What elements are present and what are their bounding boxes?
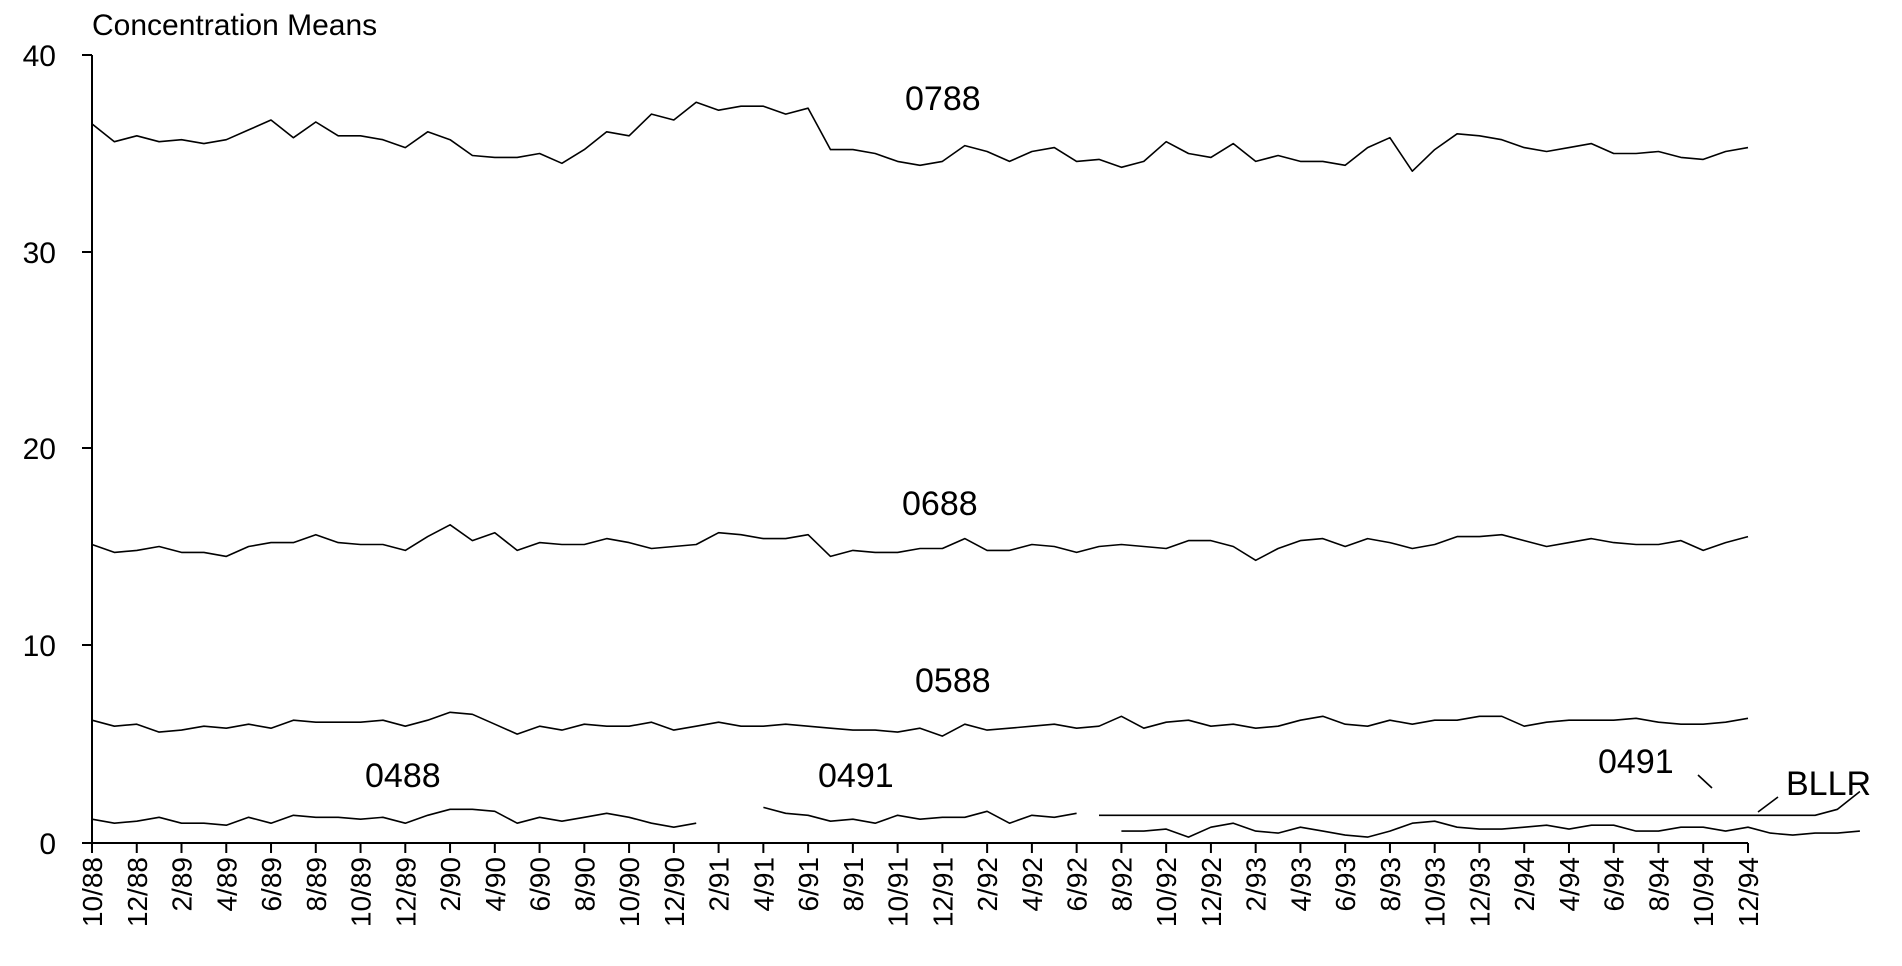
series-label-0491: 0491 [818,757,894,795]
x-tick-label: 10/94 [1688,857,1719,927]
series-line-0788-0 [91,101,1749,172]
x-tick-label: 10/89 [346,857,377,927]
series-label-0488: 0488 [365,757,441,795]
series-group [91,101,1861,838]
x-tick-label: 4/90 [480,857,511,912]
x-tick-label: 8/94 [1643,857,1674,912]
x-tick-label: 8/91 [838,857,869,912]
x-tick-label: 6/92 [1062,857,1093,912]
x-tick-label: 2/89 [167,857,198,912]
x-tick-label: 4/91 [748,857,779,912]
x-tick-label: 10/93 [1420,857,1451,927]
series-label-0788: 0788 [905,80,981,118]
x-tick-label: 10/92 [1151,857,1182,927]
x-tick-label: 2/92 [972,857,1003,912]
series-line-0491-6 [1121,820,1860,838]
x-tick-label: 6/94 [1599,857,1630,912]
y-tick-label: 40 [23,40,56,73]
series-line-0588-2 [91,711,1749,737]
series-label-0588: 0588 [915,662,991,700]
series-label-0491: 0491 [1598,743,1674,781]
x-tick-label: 10/90 [614,857,645,927]
x-tick-label: 4/92 [1017,857,1048,912]
y-tick-label: 20 [23,433,56,466]
x-tick-label: 6/93 [1330,857,1361,912]
x-tick-label: 12/93 [1464,857,1495,927]
x-tick-label: 12/89 [390,857,421,927]
series-label-0688: 0688 [902,485,978,523]
y-tick-label: 10 [23,630,56,663]
x-tick-label: 6/89 [256,857,287,912]
x-tick-label: 12/94 [1733,857,1764,927]
x-tick-label: 10/91 [883,857,914,927]
x-tick-label: 8/93 [1375,857,1406,912]
series-line-0688-1 [91,523,1749,562]
x-tick-label: 6/90 [525,857,556,912]
series-line-bllr-5 [1099,790,1861,817]
x-tick-label: 6/91 [793,857,824,912]
x-tick-label: 8/92 [1106,857,1137,912]
x-tick-label: 4/93 [1285,857,1316,912]
x-tick-label: 12/88 [122,857,153,927]
x-tick-label: 2/91 [704,857,735,912]
x-tick-label: 12/90 [659,857,690,927]
x-ticks: 10/88 12/88 2/89 4/89 6/89 8/89 10/89 12/89 2/90… [77,843,1764,927]
y-tick-label: 0 [39,828,56,861]
x-tick-label: 12/92 [1196,857,1227,927]
series-label-bllr: BLLR [1786,765,1871,803]
series-line-0488-3 [91,808,697,829]
y-tick-label: 30 [23,237,56,270]
x-tick-label: 2/90 [435,857,466,912]
x-tick-label: 4/94 [1554,857,1585,912]
x-tick-label: 8/89 [301,857,332,912]
series-line-0491-4 [763,806,1077,825]
leader-line-0491 [1697,774,1713,789]
x-tick-label: 2/93 [1241,857,1272,912]
x-tick-label: 10/88 [77,857,108,927]
x-tick-label: 4/89 [211,857,242,912]
leader-line-bllr [1757,796,1779,813]
x-tick-label: 2/94 [1509,857,1540,912]
y-ticks: 0 10 20 30 40 [23,40,92,861]
x-tick-label: 12/91 [927,857,958,927]
chart-title: Concentration Means [92,9,377,42]
series-labels: 0788 0688 0588 0488 0491 0491 BLLR [365,80,1871,813]
x-tick-label: 8/90 [569,857,600,912]
